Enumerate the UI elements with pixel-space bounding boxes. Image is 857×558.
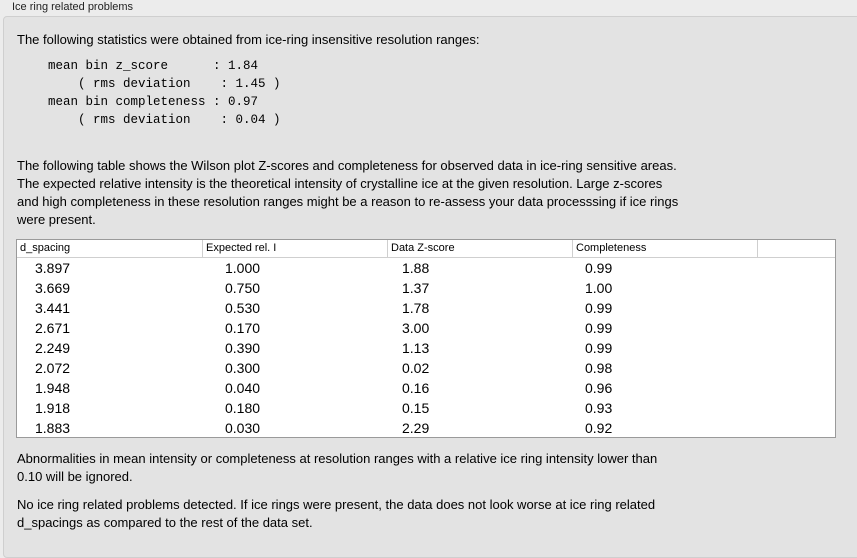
table-cell: 0.530 <box>225 300 261 316</box>
conclusion-text: No ice ring related problems detected. I… <box>17 496 655 532</box>
table-row[interactable]: 2.671 0.170 3.00 0.99 <box>17 318 835 338</box>
table-cell: 0.96 <box>585 380 613 396</box>
table-cell: 1.948 <box>35 380 71 396</box>
table-cell: 2.671 <box>35 320 71 336</box>
table-cell: 0.15 <box>402 400 430 416</box>
table-cell: 1.37 <box>402 280 430 296</box>
table-cell: 1.13 <box>402 340 430 356</box>
text-line: Abnormalities in mean intensity or compl… <box>17 451 658 466</box>
table-cell: 1.918 <box>35 400 71 416</box>
table-cell: 0.02 <box>402 360 430 376</box>
table-row[interactable]: 2.249 0.390 1.13 0.99 <box>17 338 835 358</box>
table-cell: 0.99 <box>585 300 613 316</box>
text-line: The following table shows the Wilson plo… <box>17 158 677 173</box>
table-cell: 3.00 <box>402 320 430 336</box>
table-cell: 0.98 <box>585 360 613 376</box>
column-header[interactable]: Completeness <box>573 240 758 257</box>
table-cell: 0.750 <box>225 280 261 296</box>
table-cell: 0.16 <box>402 380 430 396</box>
table-cell: 0.99 <box>585 340 613 356</box>
column-header[interactable]: d_spacing <box>17 240 203 257</box>
table-cell: 3.441 <box>35 300 71 316</box>
table-cell: 2.072 <box>35 360 71 376</box>
note-text: Abnormalities in mean intensity or compl… <box>17 450 657 486</box>
table-cell: 0.93 <box>585 400 613 416</box>
text-line: were present. <box>17 212 96 227</box>
text-line: and high completeness in these resolutio… <box>17 194 679 209</box>
table-row[interactable]: 3.441 0.530 1.78 0.99 <box>17 298 835 318</box>
table-row[interactable]: 3.669 0.750 1.37 1.00 <box>17 278 835 298</box>
table-cell: 0.300 <box>225 360 261 376</box>
ice-ring-table[interactable]: d_spacing Expected rel. I Data Z-score C… <box>16 239 836 438</box>
table-cell: 1.78 <box>402 300 430 316</box>
group-title: Ice ring related problems <box>12 1 134 13</box>
column-header[interactable]: Expected rel. I <box>203 240 388 257</box>
table-cell: 3.669 <box>35 280 71 296</box>
table-cell: 1.883 <box>35 420 71 436</box>
table-cell: 0.99 <box>585 320 613 336</box>
column-header-empty <box>758 240 835 257</box>
table-header: d_spacing Expected rel. I Data Z-score C… <box>17 240 835 258</box>
table-row[interactable]: 1.948 0.040 0.16 0.96 <box>17 378 835 398</box>
table-cell: 0.030 <box>225 420 261 436</box>
table-cell: 1.000 <box>225 260 261 276</box>
table-cell: 0.180 <box>225 400 261 416</box>
text-line: 0.10 will be ignored. <box>17 469 133 484</box>
table-row[interactable]: 2.072 0.300 0.02 0.98 <box>17 358 835 378</box>
stats-block: mean bin z_score : 1.84 ( rms deviation … <box>48 59 281 127</box>
table-cell: 3.897 <box>35 260 71 276</box>
table-cell: 0.390 <box>225 340 261 356</box>
text-line: The expected relative intensity is the t… <box>17 176 663 191</box>
table-cell: 0.99 <box>585 260 613 276</box>
column-header[interactable]: Data Z-score <box>388 240 573 257</box>
intro-text: The following statistics were obtained f… <box>17 32 480 47</box>
table-cell: 0.92 <box>585 420 613 436</box>
table-cell: 0.040 <box>225 380 261 396</box>
table-intro: The following table shows the Wilson plo… <box>17 157 678 229</box>
table-row[interactable]: 1.918 0.180 0.15 0.93 <box>17 398 835 418</box>
table-row[interactable]: 3.897 1.000 1.88 0.99 <box>17 258 835 278</box>
text-line: No ice ring related problems detected. I… <box>17 497 656 512</box>
table-body: 3.897 1.000 1.88 0.99 3.669 0.750 1.37 1.00 3.44… <box>17 258 835 438</box>
table-cell: 2.249 <box>35 340 71 356</box>
table-cell: 2.29 <box>402 420 430 436</box>
table-cell: 1.00 <box>585 280 613 296</box>
table-cell: 0.170 <box>225 320 261 336</box>
text-line: d_spacings as compared to the rest of th… <box>17 515 313 530</box>
table-cell: 1.88 <box>402 260 430 276</box>
table-row[interactable]: 1.883 0.030 2.29 0.92 <box>17 418 835 438</box>
